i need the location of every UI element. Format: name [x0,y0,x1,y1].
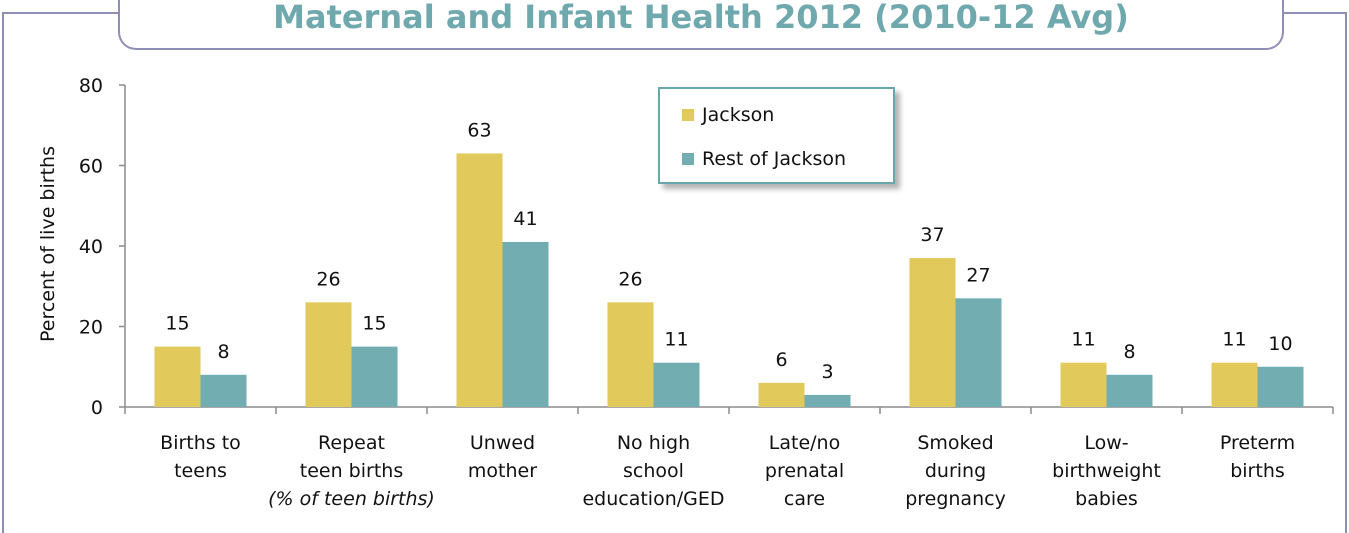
bar-jackson [607,302,654,407]
category-label: teen births [300,460,403,482]
bar-rest-of-jackson [653,362,700,407]
frame-top-border-left [2,12,120,14]
y-axis-title: Percent of live births [37,146,59,342]
category-label: Unwed [470,432,535,454]
bar-rest-of-jackson [1106,374,1153,407]
bar-rest-of-jackson [955,298,1002,407]
bar-jackson [1060,362,1107,407]
data-label: 63 [467,119,491,141]
bar-rest-of-jackson [1257,366,1304,407]
bar-jackson [1211,362,1258,407]
category-label: babies [1075,488,1138,510]
category-label: during [925,460,986,482]
category-note: (% of teen births) [268,488,435,510]
data-label: 11 [1222,329,1246,351]
category-label: births [1230,460,1285,482]
category-label: Births to [160,432,241,454]
frame-top-border-right [1280,12,1347,14]
category-label: care [784,488,825,510]
data-label: 8 [1123,341,1135,363]
category-label: Low- [1084,432,1128,454]
data-label: 26 [316,268,340,290]
category-label: school [623,460,684,482]
legend: Jackson Rest of Jackson [658,87,895,184]
data-label: 37 [920,224,944,246]
legend-label-rest-of-jackson: Rest of Jackson [702,148,847,170]
y-tick-label: 20 [79,317,103,339]
legend-label-jackson: Jackson [702,104,775,126]
data-label: 27 [966,264,990,286]
category-label: birthweight [1052,460,1161,482]
data-label: 6 [775,349,787,371]
title-tab: Maternal and Infant Health 2012 (2010-12… [118,0,1284,50]
category-label: prenatal [765,460,844,482]
bar-rest-of-jackson [502,241,549,407]
category-label: pregnancy [905,488,1006,510]
category-label: No high [617,432,690,454]
data-label: 41 [513,208,537,230]
bar-jackson [154,346,201,407]
category-labels: Births to teens Repeat teen births (% of tee… [160,432,1295,510]
category-label: Late/no [769,432,840,454]
data-label: 26 [618,268,642,290]
bars [154,153,1304,407]
y-tick-label: 80 [79,75,103,97]
category-label: Repeat [318,432,385,454]
y-tick-label: 0 [91,397,103,419]
category-label: Preterm [1220,432,1295,454]
data-label: 3 [821,361,833,383]
legend-swatch-jackson [682,109,694,121]
category-label: mother [468,460,537,482]
category-label: Smoked [917,432,993,454]
legend-item-rest-of-jackson: Rest of Jackson [682,147,846,171]
data-label: 15 [362,313,386,335]
category-label: teens [174,460,227,482]
y-tick-label: 60 [79,156,103,178]
data-label: 8 [217,341,229,363]
data-label: 11 [1071,329,1095,351]
category-label: education/GED [582,488,724,510]
bar-rest-of-jackson [200,374,247,407]
data-label: 15 [165,313,189,335]
bar-rest-of-jackson [804,394,851,407]
frame-left-border [2,12,4,533]
frame-right-border [1345,12,1347,533]
bar-jackson [456,153,503,407]
bar-rest-of-jackson [351,346,398,407]
y-tick-label: 40 [79,236,103,258]
bar-jackson [909,258,956,407]
legend-item-jackson: Jackson [682,103,774,127]
chart-title: Maternal and Infant Health 2012 (2010-12… [273,0,1129,36]
data-label: 10 [1268,333,1292,355]
bar-jackson [305,302,352,407]
data-label: 11 [664,329,688,351]
bar-jackson [758,382,805,407]
legend-swatch-rest-of-jackson [682,153,694,165]
